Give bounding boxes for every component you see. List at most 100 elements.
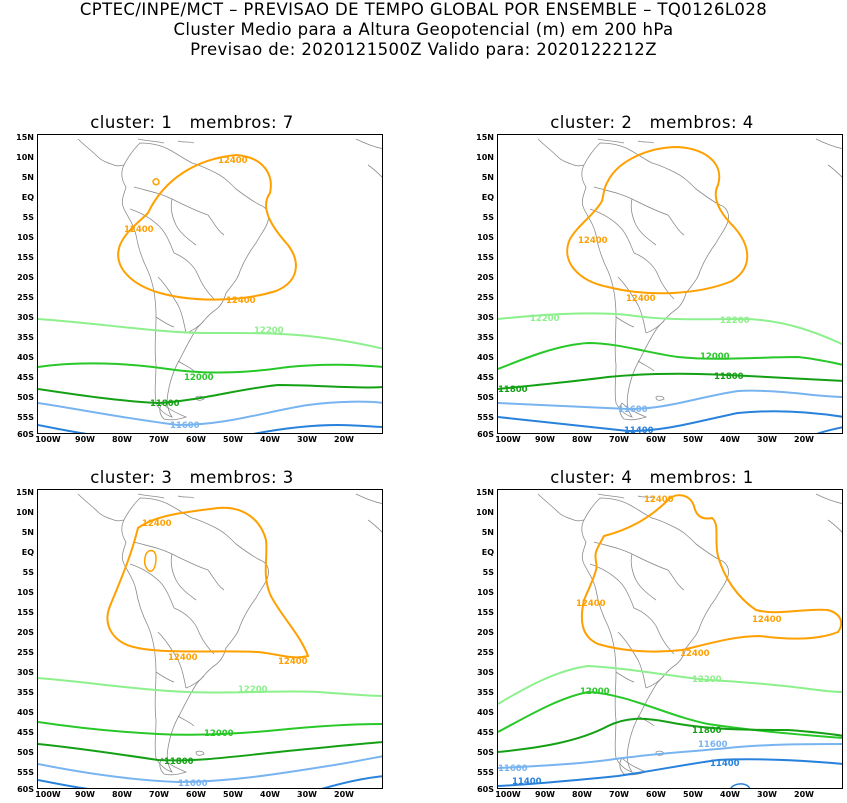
contour-label-11800: 11800 <box>164 757 194 767</box>
y-tick-label: EQ <box>481 193 494 202</box>
contour-12400-small <box>152 178 160 186</box>
panel-title: cluster: 4 membros: 1 <box>550 468 754 487</box>
contour-11800 <box>498 717 842 753</box>
y-tick-label: 5S <box>482 213 494 222</box>
x-tick-label: 60W <box>646 790 666 799</box>
map-frame: 12400 12400 12200 12200 12000 11800 1180… <box>497 134 843 434</box>
contour-label-12400: 12400 <box>752 615 782 625</box>
contour-label-12000: 12000 <box>700 352 730 362</box>
contour-label-12200: 12200 <box>238 685 268 695</box>
contour-label-12200: 12200 <box>720 316 750 326</box>
y-tick-label: 15N <box>16 133 34 142</box>
contour-label-12000: 12000 <box>184 373 214 383</box>
y-tick-label: 55S <box>477 768 494 777</box>
panel-title: cluster: 2 membros: 4 <box>550 113 754 132</box>
contour-label-11600: 11600 <box>618 405 648 415</box>
y-tick-label: 10S <box>17 233 34 242</box>
y-tick-label: 45S <box>17 728 34 737</box>
map-plot: 12400 12400 12400 12200 12000 11800 1160… <box>38 493 382 789</box>
y-tick-label: 40S <box>477 353 494 362</box>
x-tick-label: 70W <box>609 435 629 444</box>
contour-label-12400: 12400 <box>142 519 172 529</box>
contour-11600 <box>498 389 842 411</box>
y-tick-label: 35S <box>17 688 34 697</box>
x-tick-label: 30W <box>757 790 777 799</box>
y-tick-label: 10S <box>17 588 34 597</box>
contour-12200 <box>38 318 382 350</box>
y-tick-label: 50S <box>477 748 494 757</box>
y-tick-label: 30S <box>477 313 494 322</box>
x-tick-label: 20W <box>794 435 814 444</box>
contour-12200 <box>38 677 382 697</box>
x-tick-label: 20W <box>334 790 354 799</box>
x-tick-label: 70W <box>149 435 169 444</box>
x-tick-label: 50W <box>683 790 703 799</box>
contour-label-11600: 11600 <box>698 740 728 750</box>
panel-title: cluster: 1 membros: 7 <box>90 113 294 132</box>
y-tick-label: 15S <box>17 253 34 262</box>
x-tick-label: 30W <box>757 435 777 444</box>
y-tick-label: 40S <box>17 708 34 717</box>
x-tick-label: 80W <box>572 790 592 799</box>
y-tick-label: EQ <box>21 548 34 557</box>
y-tick-label: 60S <box>17 785 34 794</box>
contour-12200 <box>498 312 842 346</box>
y-tick-label: 15N <box>476 133 494 142</box>
x-tick-label: 40W <box>720 790 740 799</box>
contour-11400-small <box>730 783 751 788</box>
y-tick-label: 50S <box>17 393 34 402</box>
y-tick-label: 5S <box>482 568 494 577</box>
cluster-panel-4: cluster: 4 membros: 1 12400 12400 12400 … <box>460 468 844 803</box>
x-tick-label: 70W <box>609 790 629 799</box>
contour-12200 <box>498 664 842 705</box>
y-tick-label: 25S <box>17 648 34 657</box>
y-tick-label: 40S <box>17 353 34 362</box>
y-tick-label: 10N <box>476 508 494 517</box>
contour-label-12400: 12400 <box>168 653 198 663</box>
x-tick-label: 80W <box>112 790 132 799</box>
y-tick-label: 45S <box>477 728 494 737</box>
contour-label-12400: 12400 <box>278 657 308 667</box>
y-tick-label: 50S <box>477 393 494 402</box>
contour-label-11800: 11800 <box>150 399 180 409</box>
y-tick-label: 20S <box>17 273 34 282</box>
x-tick-label: 40W <box>720 435 740 444</box>
contour-label-12200: 12200 <box>692 675 722 685</box>
cluster-panel-1: cluster: 1 membros: 7 12400 12400 12400 … <box>0 113 384 448</box>
contour-12400 <box>566 145 749 295</box>
contour-label-11600: 11600 <box>178 779 208 789</box>
contour-12400 <box>580 494 842 653</box>
y-tick-label: 35S <box>477 688 494 697</box>
y-tick-label: 30S <box>17 668 34 677</box>
y-tick-label: 10N <box>16 153 34 162</box>
x-tick-label: 50W <box>223 435 243 444</box>
x-tick-label: 60W <box>646 435 666 444</box>
land-outline <box>537 493 842 776</box>
contour-label-11800: 11800 <box>714 372 744 382</box>
y-tick-label: 45S <box>477 373 494 382</box>
y-tick-label: 10N <box>16 508 34 517</box>
contour-12000 <box>38 721 382 736</box>
y-tick-label: 45S <box>17 373 34 382</box>
y-tick-label: 5N <box>21 528 34 537</box>
y-tick-label: 20S <box>17 628 34 637</box>
x-tick-label: 60W <box>186 790 206 799</box>
contour-label-12400: 12400 <box>576 599 606 609</box>
contour-12000 <box>498 341 842 370</box>
x-tick-label: 40W <box>260 435 280 444</box>
y-tick-label: 25S <box>477 648 494 657</box>
y-tick-label: EQ <box>21 193 34 202</box>
x-tick-label: 90W <box>75 790 95 799</box>
contour-12400 <box>106 506 310 659</box>
y-tick-label: 10N <box>476 153 494 162</box>
contour-label-11400: 11400 <box>624 426 654 434</box>
map-plot: 12400 12400 12400 12200 12000 11800 1160… <box>38 138 382 433</box>
contour-label-12400: 12400 <box>124 225 154 235</box>
y-tick-label: 15N <box>476 488 494 497</box>
x-tick-label: 30W <box>297 790 317 799</box>
contour-12400 <box>117 153 297 301</box>
x-tick-label: 50W <box>223 790 243 799</box>
contour-11400 <box>498 758 842 787</box>
contour-label-12200: 12200 <box>530 314 560 324</box>
x-tick-label: 100W <box>35 790 61 799</box>
